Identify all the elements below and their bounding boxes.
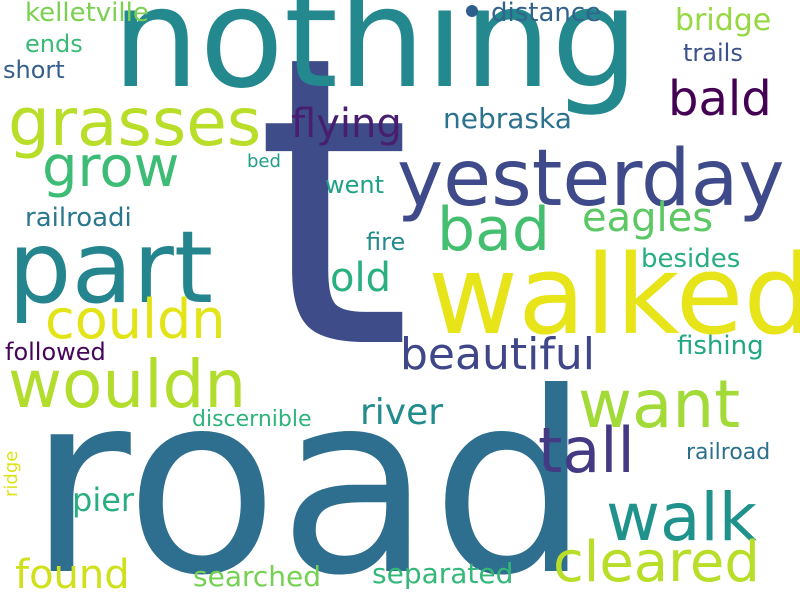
word-followed: followed	[5, 338, 106, 366]
word-fire: fire	[366, 228, 406, 256]
word-discernible: discernible	[192, 407, 312, 432]
word-ridge: ridge	[1, 450, 22, 497]
word-railroadi: railroadi	[25, 203, 132, 233]
word-ends: ends	[25, 30, 83, 58]
word-went: went	[325, 171, 385, 199]
word-besides: besides	[641, 244, 741, 274]
word-kelletville: kelletville	[25, 0, 149, 28]
word-fishing: fishing	[677, 331, 764, 361]
word-trails: trails	[683, 39, 743, 67]
word-tall: tall	[538, 414, 635, 487]
word-grow: grow	[42, 135, 180, 200]
word-bed: bed	[247, 151, 281, 172]
word-railroad: railroad	[686, 440, 771, 465]
word-searched: searched	[193, 560, 322, 593]
word-short: short	[3, 56, 65, 84]
word-old: old	[330, 255, 391, 301]
word-yesterday: yesterday	[397, 134, 785, 224]
word-bad: bad	[437, 195, 550, 265]
word-river: river	[360, 392, 444, 433]
word-walk: walk	[606, 479, 757, 556]
word-eagles: eagles	[582, 195, 714, 241]
word-walked: walked	[428, 231, 800, 359]
word-beautiful: beautiful	[400, 329, 595, 380]
word-couldn: couldn	[45, 288, 226, 351]
word-road: road	[28, 339, 591, 600]
word-want: want	[578, 366, 741, 443]
word-part: part	[8, 209, 214, 326]
word-flying: flying	[291, 101, 402, 147]
word-separated: separated	[372, 557, 514, 590]
word-bald: bald	[668, 71, 772, 127]
word-cleared: cleared	[553, 530, 760, 595]
word-found: found	[15, 552, 130, 598]
word-bridge: bridge	[675, 3, 772, 38]
word-t: t	[255, 0, 412, 437]
word-pier: pier	[72, 481, 135, 519]
word-nebraska: nebraska	[443, 102, 572, 135]
word-grasses: grasses	[8, 84, 262, 161]
word-distance: distance	[491, 0, 602, 28]
word-nothing: nothing	[112, 0, 639, 119]
word-wouldn: wouldn	[8, 346, 247, 423]
dot-mark	[466, 5, 478, 17]
